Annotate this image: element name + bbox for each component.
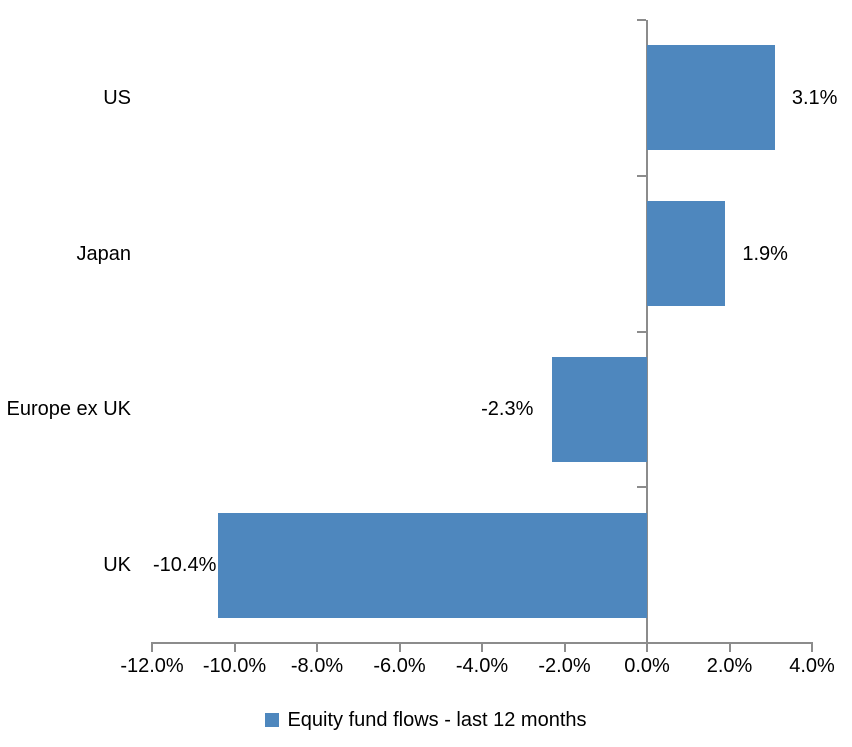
x-axis-tick [646, 642, 648, 652]
bar-uk [218, 512, 647, 618]
x-axis-tick-label-6-0: -6.0% [373, 655, 426, 677]
category-label-europe-ex-uk: Europe ex UK [6, 398, 131, 421]
x-axis-tick [398, 642, 401, 652]
legend-label: Equity fund flows - last 12 months [287, 709, 587, 731]
category-axis-line [646, 20, 648, 652]
x-axis-tick-label-12-0: -12.0% [120, 655, 184, 677]
x-axis-tick [728, 642, 731, 652]
category-label-uk: UK [103, 554, 131, 577]
category-axis-tick [637, 486, 646, 489]
x-axis-tick-label-4-0: -4.0% [455, 655, 509, 677]
x-axis-tick-label-10-0: -10.0% [202, 655, 267, 677]
category-label-us: US [103, 86, 131, 109]
category-axis-tick [637, 19, 646, 21]
x-axis-tick [316, 642, 318, 652]
x-axis-tick-label-2-0: -2.0% [538, 655, 591, 677]
x-axis-tick-label-0-0: 0.0% [624, 655, 670, 677]
x-axis-tick-label-4-0: 4.0% [789, 655, 835, 677]
bar-europe-ex-uk [552, 356, 647, 462]
legend-marker-square [265, 713, 280, 727]
x-axis-tick [233, 642, 236, 652]
x-axis-tick [563, 642, 566, 652]
x-axis-tick [151, 642, 153, 652]
category-axis-tick [637, 174, 646, 177]
legend: Equity fund flows - last 12 months [0, 706, 852, 734]
bar-japan [647, 201, 726, 307]
data-label-europe-ex-uk: -2.3% [481, 398, 534, 421]
category-label-japan: Japan [76, 242, 132, 265]
x-axis-tick [811, 642, 813, 652]
x-axis-tick [481, 642, 483, 652]
bar-us [647, 45, 775, 151]
x-axis-tick-label-2-0: 2.0% [706, 655, 753, 677]
data-label-japan: 1.9% [742, 242, 788, 265]
x-axis-tick-label-8-0: -8.0% [290, 655, 344, 677]
data-label-uk: -10.4% [153, 554, 217, 577]
data-label-us: 3.1% [791, 86, 838, 109]
category-axis-tick [637, 330, 646, 333]
